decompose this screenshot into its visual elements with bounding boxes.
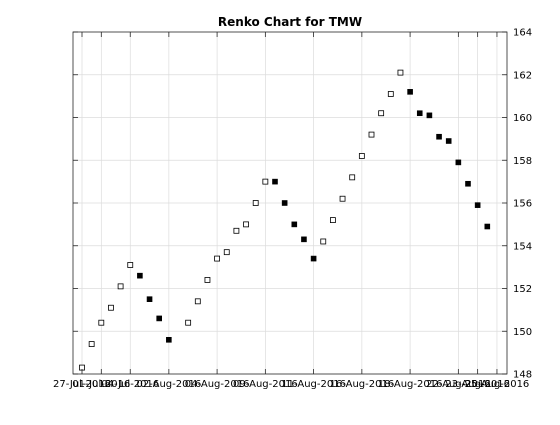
up-brick-marker [387, 91, 394, 97]
up-brick-marker [223, 249, 230, 256]
down-brick-marker [407, 89, 413, 95]
down-brick-marker [156, 315, 162, 322]
chart-title: Renko Chart for TMW [218, 15, 362, 29]
y-tick-label: 148 [513, 370, 532, 381]
down-brick-marker [484, 223, 491, 230]
up-brick-marker [329, 217, 336, 224]
down-brick-marker [291, 221, 298, 228]
up-brick-marker [185, 319, 192, 326]
y-tick-label: 164 [513, 28, 532, 39]
down-brick-marker [474, 202, 481, 208]
x-tick-label: 23-Aug-2016 [445, 379, 510, 390]
y-tick-label: 160 [513, 113, 532, 124]
x-tick-label: 18-Aug-2016 [378, 379, 443, 390]
y-tick-label: 162 [513, 70, 532, 81]
up-brick-marker [349, 174, 356, 181]
y-tick-label: 152 [513, 284, 532, 295]
up-brick-marker [262, 178, 269, 185]
x-tick-label: 16-Aug-2016 [329, 379, 394, 390]
down-brick-marker [455, 159, 462, 166]
x-tick-label: 04-Jul-2016 [101, 379, 159, 390]
down-brick-marker [310, 255, 317, 262]
tick-layer: 148 150 152 154 156 158 160 162 164 27-Jul-201601… [53, 28, 532, 391]
x-tick-label: 01-Jul-2016 [72, 379, 130, 390]
down-brick-marker [146, 296, 153, 302]
down-brick-marker [445, 138, 452, 144]
up-brick-marker [378, 110, 385, 117]
up-brick-marker [127, 262, 134, 268]
up-brick-marker [98, 319, 105, 326]
x-tick-label: 25-Aug-2016 [465, 379, 530, 390]
y-tick-label: 158 [513, 156, 532, 167]
up-brick-marker [117, 283, 124, 290]
down-brick-marker [166, 336, 172, 343]
up-brick-marker [233, 227, 240, 234]
down-brick-marker [301, 236, 307, 243]
up-brick-marker [214, 255, 221, 262]
down-brick-marker [426, 112, 433, 119]
up-brick-marker [88, 341, 95, 347]
up-brick-marker [204, 277, 211, 283]
y-tick-label: 150 [513, 327, 532, 338]
y-tick-label: 154 [513, 241, 532, 252]
up-brick-marker [243, 221, 249, 228]
up-brick-marker [339, 195, 346, 202]
x-tick-label: 22-Aug-2016 [426, 379, 491, 390]
down-brick-marker [416, 110, 423, 117]
mark-layer [79, 69, 491, 371]
up-brick-marker [358, 153, 365, 159]
up-brick-marker [397, 69, 404, 76]
up-brick-marker [194, 298, 201, 305]
down-brick-marker [137, 272, 143, 279]
x-tick-label: 04-Aug-2016 [185, 379, 250, 390]
up-brick-marker [252, 200, 259, 206]
x-tick-label: 09-Aug-2016 [233, 379, 298, 390]
x-tick-label: 11-Aug-2016 [281, 379, 346, 390]
down-brick-marker [465, 180, 471, 187]
down-brick-marker [436, 133, 442, 140]
x-tick-label: 27-Jul-2016 [53, 379, 111, 390]
grid-layer [73, 32, 507, 374]
x-tick-label: 02-Aug-2016 [136, 379, 201, 390]
y-tick-label: 156 [513, 199, 532, 210]
up-brick-marker [320, 238, 327, 245]
down-brick-marker [272, 178, 278, 185]
up-brick-marker [108, 304, 114, 311]
up-brick-marker [368, 131, 375, 138]
down-brick-marker [281, 200, 288, 206]
